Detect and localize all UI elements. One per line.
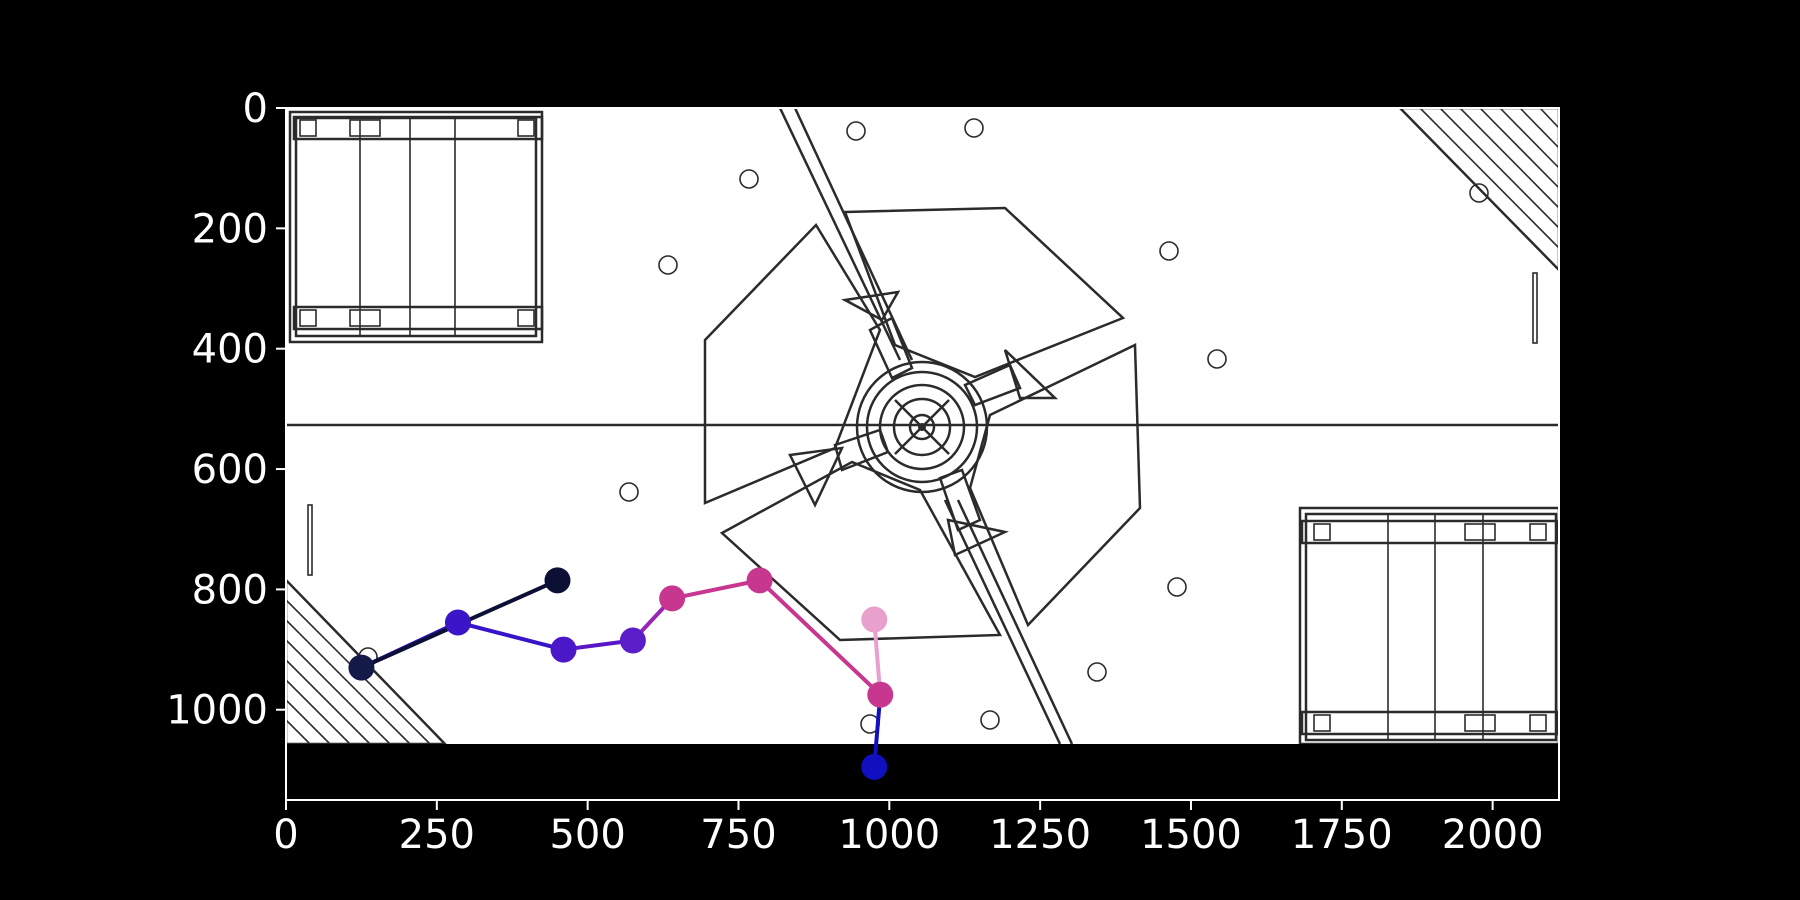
y-tick-label: 600 bbox=[192, 447, 268, 493]
y-tick-label: 0 bbox=[243, 86, 268, 132]
x-tick-label: 1750 bbox=[1291, 812, 1393, 858]
x-tick-label: 1250 bbox=[989, 812, 1091, 858]
rack-bottom-right bbox=[1298, 506, 1559, 744]
x-tick-label: 1500 bbox=[1140, 812, 1242, 858]
trajectory-point bbox=[867, 681, 894, 708]
y-tick-label: 800 bbox=[192, 567, 268, 613]
axes-frame bbox=[285, 107, 1560, 801]
x-tick-label: 1000 bbox=[838, 812, 940, 858]
trajectory-segment bbox=[757, 578, 883, 697]
floor-markers bbox=[358, 118, 1489, 734]
trajectory-point bbox=[550, 636, 577, 663]
plot-area: 0 250 500 750 1000 1250 1500 1750 2000 0 200 400 60… bbox=[166, 86, 1560, 858]
trajectory-point bbox=[544, 567, 571, 594]
trajectory-point bbox=[861, 606, 888, 633]
y-axis: 0 200 400 600 800 1000 bbox=[166, 86, 286, 734]
y-tick-label: 200 bbox=[192, 206, 268, 252]
trajectory-series bbox=[348, 567, 894, 780]
x-tick-label: 750 bbox=[700, 812, 776, 858]
x-tick-label: 2000 bbox=[1442, 812, 1544, 858]
rack-top-left bbox=[288, 110, 544, 344]
trajectory-point bbox=[348, 654, 375, 681]
trajectory-point bbox=[861, 753, 888, 780]
field-map-image bbox=[286, 108, 1559, 744]
x-tick-label: 0 bbox=[273, 812, 298, 858]
y-tick-label: 400 bbox=[192, 327, 268, 373]
trajectory-point bbox=[619, 627, 646, 654]
central-hub bbox=[703, 108, 1142, 744]
trajectory-segment bbox=[455, 620, 566, 652]
y-tick-label: 1000 bbox=[166, 688, 268, 734]
trajectory-point bbox=[659, 585, 686, 612]
ramp-top-right bbox=[1398, 108, 1559, 272]
trajectory-point bbox=[444, 609, 471, 636]
x-tick-label: 250 bbox=[399, 812, 475, 858]
x-axis: 0 250 500 750 1000 1250 1500 1750 2000 bbox=[273, 800, 1544, 858]
image-padding-band bbox=[286, 744, 1559, 800]
trajectory-segment bbox=[670, 578, 762, 601]
x-tick-label: 500 bbox=[549, 812, 625, 858]
trajectory-point bbox=[746, 567, 773, 594]
